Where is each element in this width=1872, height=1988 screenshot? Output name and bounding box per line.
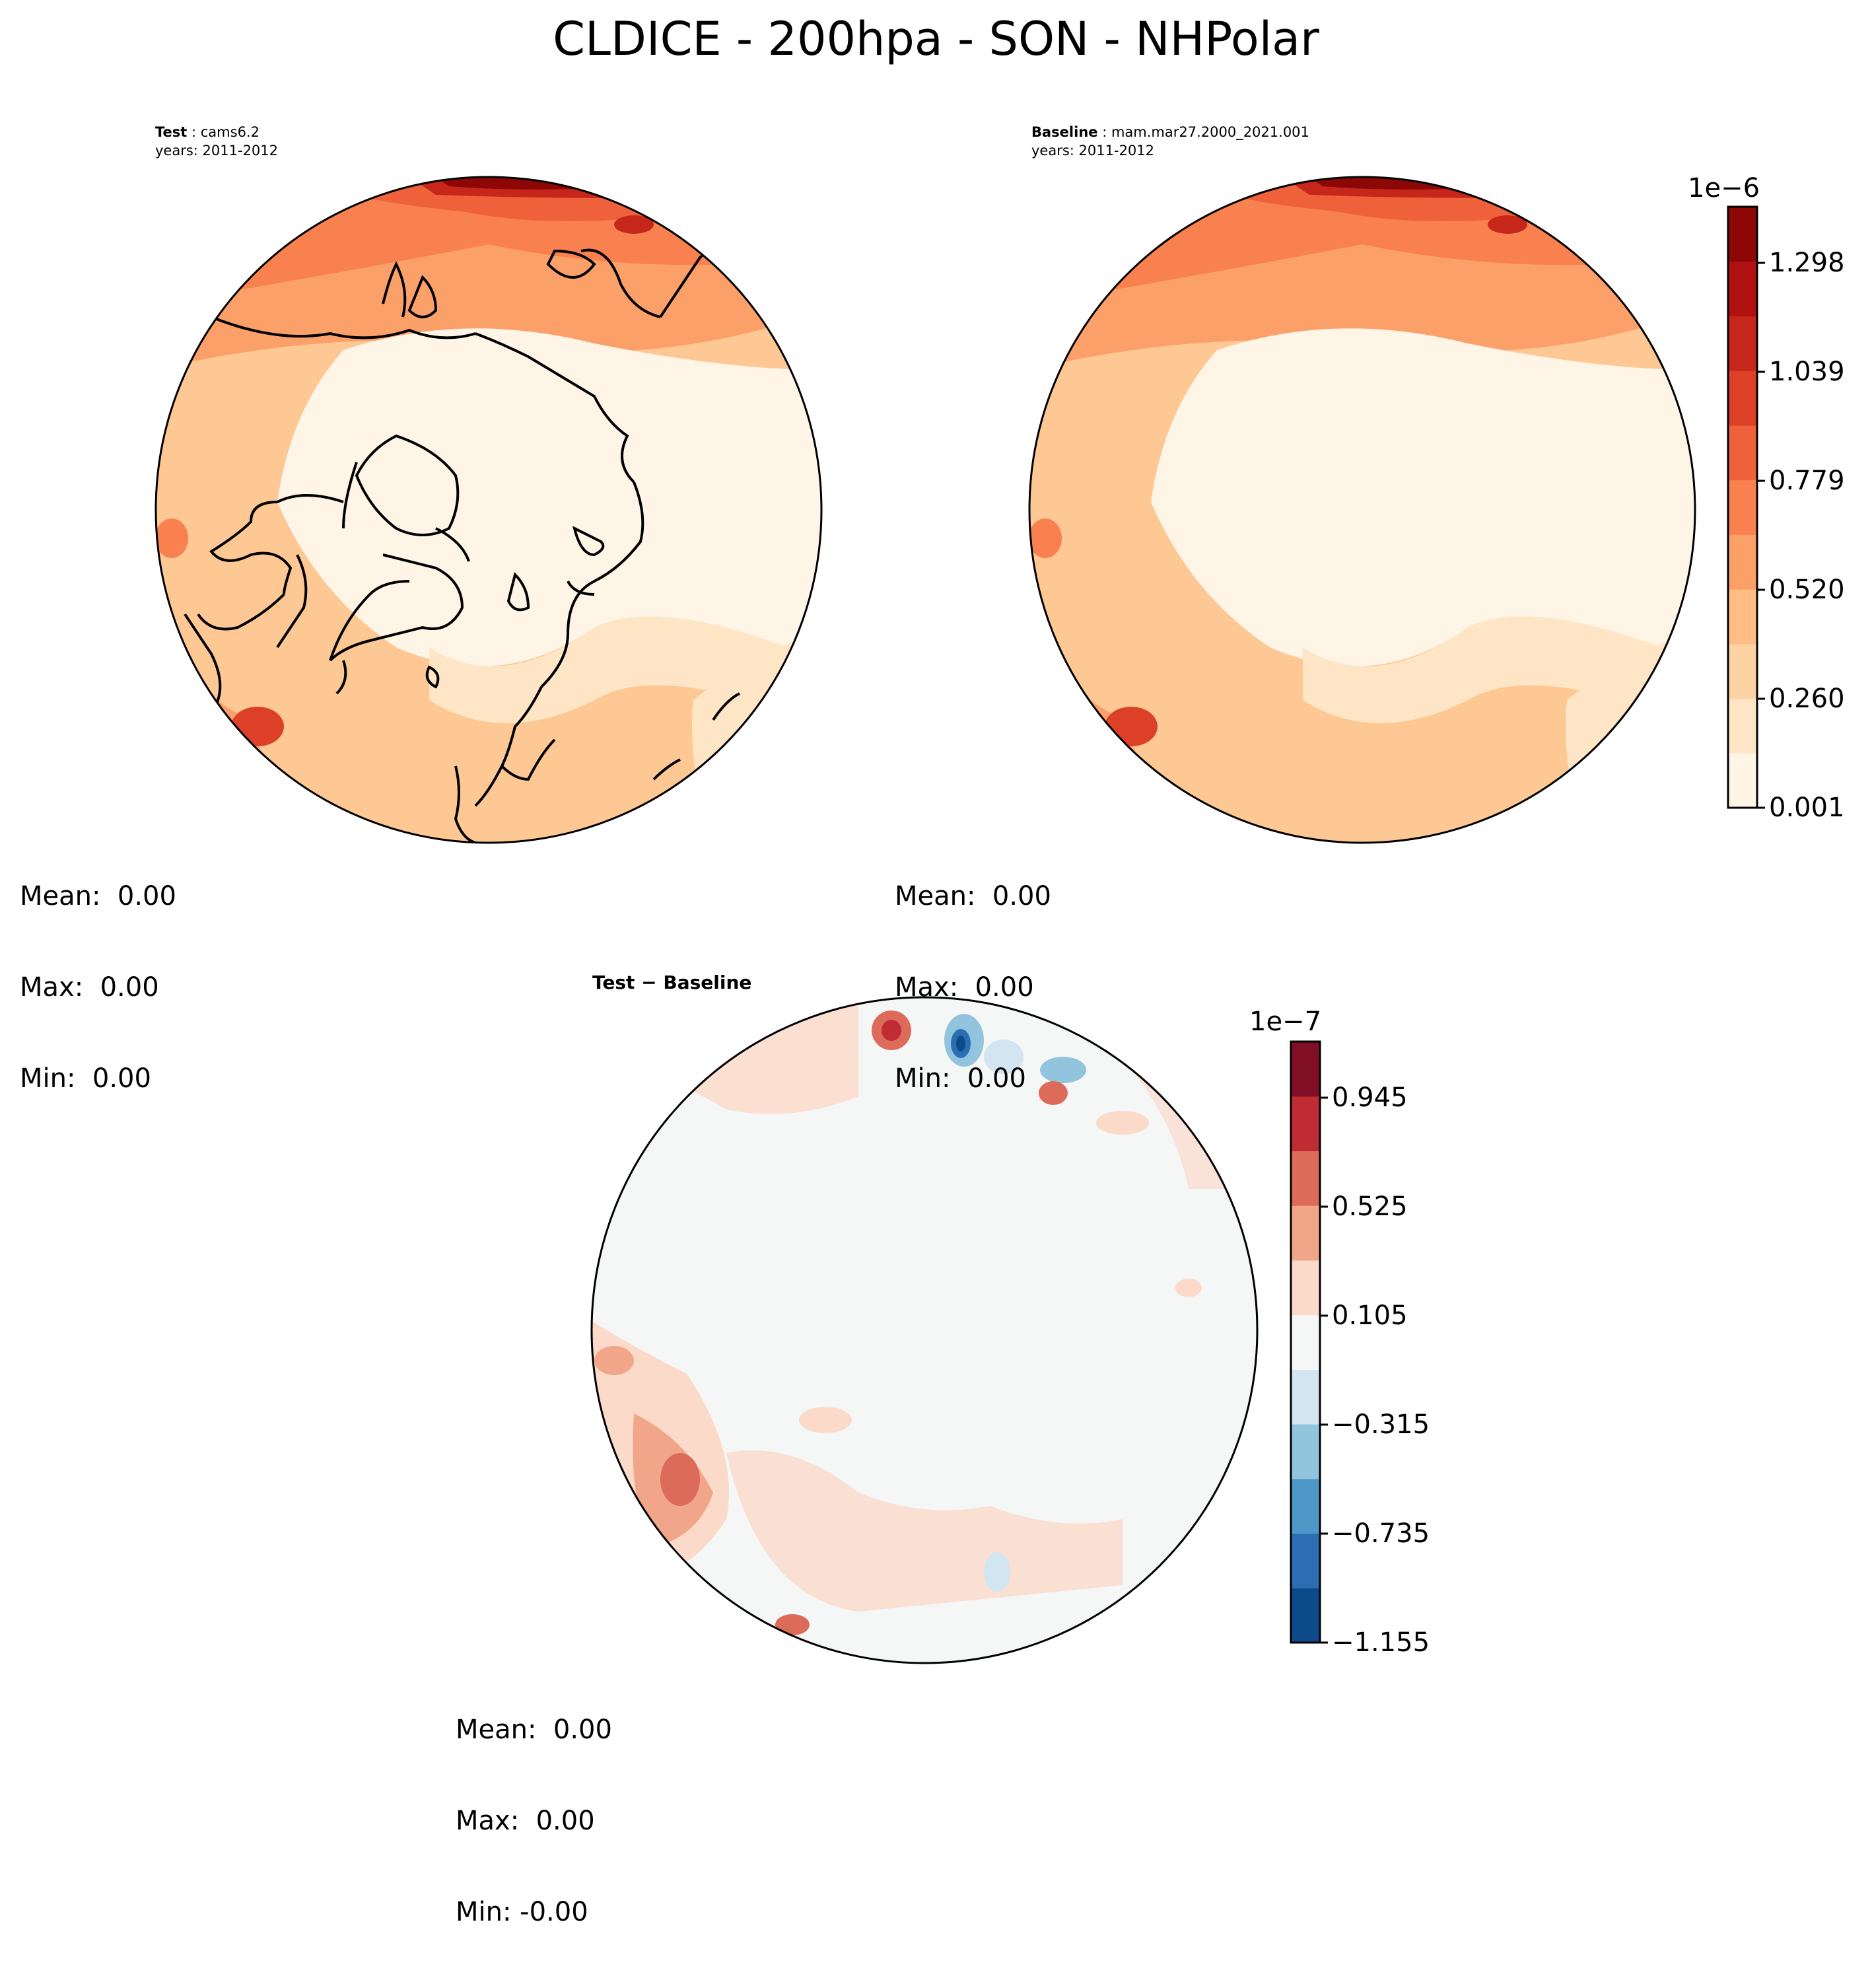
test-stat-max: Max: 0.00	[20, 972, 159, 1003]
colorbar-main-swatch	[1728, 698, 1757, 754]
colorbar-diff-swatch	[1291, 1314, 1320, 1370]
baseline-panel-title: Baseline : mam.mar27.2000_2021.001 years…	[1031, 123, 1309, 160]
maps-canvas	[155, 176, 1765, 1664]
diff-stat-min: Min: -0.00	[456, 1897, 588, 1927]
baseline-title-years: years: 2011-2012	[1031, 143, 1155, 159]
test-stat-min: Min: 0.00	[20, 1063, 151, 1094]
colorbar-main-tick-label: 0.260	[1769, 684, 1845, 714]
baseline-stats: Mean: 0.00 Max: 0.00 Min: 0.00	[895, 820, 1051, 1154]
colorbar-main-tick-label: 1.039	[1769, 357, 1845, 387]
colorbar-main-exponent: 1e−6	[1688, 173, 1760, 203]
baseline-map	[1028, 176, 1696, 844]
colorbar-main	[1727, 205, 1765, 809]
baseline-stat-mean: Mean: 0.00	[895, 881, 1051, 911]
colorbar-diff-swatch	[1291, 1042, 1320, 1097]
colorbar-diff-frame	[1290, 1040, 1321, 1644]
test-title-bold: Test	[155, 124, 188, 140]
colorbar-main-swatch	[1728, 479, 1757, 535]
figure: CLDICE - 200hpa - SON - NHPolar Test : c…	[20, 12, 1845, 1927]
colorbar-main-swatch	[1728, 534, 1757, 590]
test-stats: Mean: 0.00 Max: 0.00 Min: 0.00	[20, 820, 176, 1154]
test-stat-mean: Mean: 0.00	[20, 881, 176, 911]
test-title-case: : cams6.2	[187, 124, 260, 140]
colorbar-main-tick-label: 0.520	[1769, 575, 1845, 605]
colorbar-main-frame	[1727, 205, 1758, 809]
colorbar-diff-exponent: 1e−7	[1249, 1007, 1322, 1037]
test-map	[155, 176, 823, 844]
colorbar-diff-swatch	[1291, 1151, 1320, 1206]
baseline-title-case: : mam.mar27.2000_2021.001	[1097, 124, 1309, 140]
colorbar-main-swatch	[1728, 643, 1757, 699]
colorbar-diff	[1290, 1040, 1328, 1644]
colorbar-diff-swatch	[1291, 1533, 1320, 1588]
colorbar-main-tick-label: 0.779	[1769, 466, 1845, 496]
colorbar-main-swatch	[1728, 261, 1757, 317]
diff-stat-mean: Mean: 0.00	[456, 1715, 612, 1745]
colorbar-diff-tick-label: 0.525	[1332, 1191, 1408, 1222]
colorbar-main-swatch	[1728, 316, 1757, 371]
colorbar-main-tick-label: 1.298	[1769, 248, 1845, 278]
colorbar-main-swatch	[1728, 589, 1757, 645]
colorbar-main-swatch	[1728, 371, 1757, 426]
colorbar-diff-swatch	[1291, 1260, 1320, 1316]
colorbar-main-swatch	[1728, 425, 1757, 481]
diff-stats: Mean: 0.00 Max: 0.00 Min: -0.00	[456, 1654, 612, 1988]
figure-title: CLDICE - 200hpa - SON - NHPolar	[553, 12, 1319, 66]
colorbar-diff-swatch	[1291, 1478, 1320, 1534]
baseline-title-bold: Baseline	[1031, 124, 1098, 140]
baseline-stat-max: Max: 0.00	[895, 972, 1034, 1003]
diff-stat-max: Max: 0.00	[456, 1806, 595, 1836]
colorbar-diff-swatch	[1291, 1205, 1320, 1261]
colorbar-diff-tick-label: 0.105	[1332, 1300, 1408, 1331]
colorbar-main-swatch	[1728, 753, 1757, 808]
colorbar-diff-tick-label: −0.735	[1332, 1518, 1430, 1549]
colorbar-main-tick-label: 0.001	[1769, 793, 1845, 823]
colorbar-diff-tick-label: −0.315	[1332, 1409, 1430, 1440]
baseline-stat-min: Min: 0.00	[895, 1063, 1026, 1094]
colorbar-diff-swatch	[1291, 1369, 1320, 1425]
colorbar-diff-tick-label: −1.155	[1332, 1627, 1430, 1658]
diff-panel-title: Test − Baseline	[592, 972, 752, 993]
colorbar-diff-swatch	[1291, 1096, 1320, 1152]
colorbar-diff-swatch	[1291, 1424, 1320, 1479]
test-title-years: years: 2011-2012	[155, 143, 279, 159]
test-panel-title: Test : cams6.2 years: 2011-2012	[155, 123, 278, 160]
colorbar-main-swatch	[1728, 207, 1757, 262]
colorbar-diff-swatch	[1291, 1588, 1320, 1643]
colorbar-diff-tick-label: 0.945	[1332, 1083, 1408, 1113]
